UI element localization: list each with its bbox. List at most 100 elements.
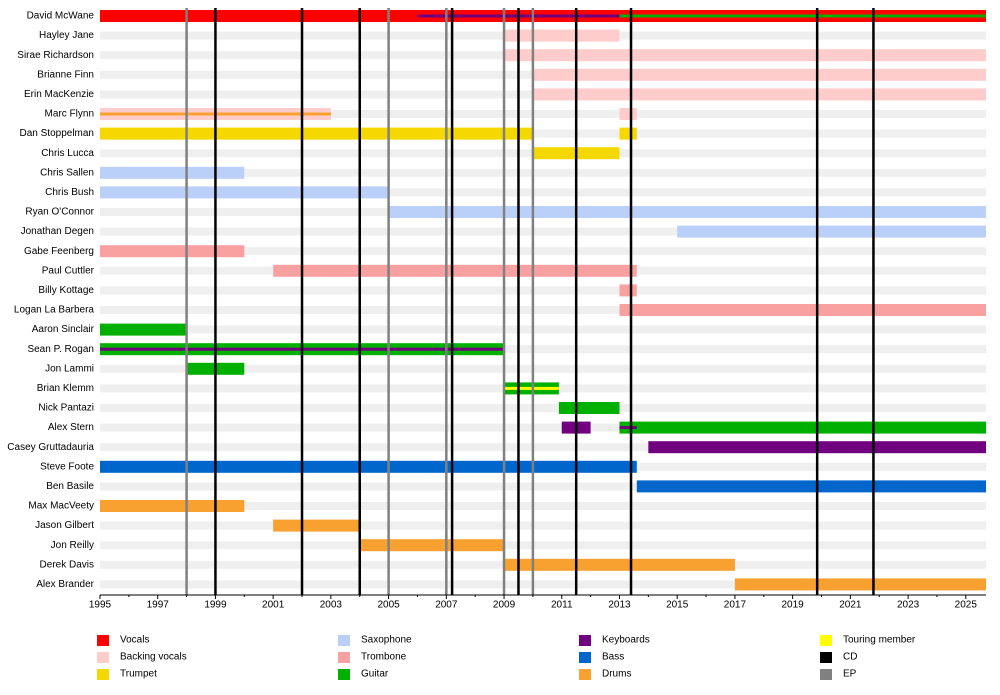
- role-bar: [734, 578, 986, 591]
- member-name: Paul Cuttler: [42, 265, 95, 276]
- member-name: Alex Brander: [36, 579, 94, 590]
- role-bar: [504, 558, 735, 571]
- secondary-role-bar: [619, 426, 637, 430]
- role-bar: [100, 323, 187, 336]
- member-name: Marc Flynn: [45, 109, 94, 120]
- role-bar: [677, 225, 986, 238]
- role-bar: [100, 460, 637, 473]
- x-tick-label: 2001: [262, 600, 285, 611]
- x-tick-label: 2015: [666, 600, 689, 611]
- legend-swatch: [579, 652, 591, 663]
- legend-label: Trombone: [361, 652, 407, 663]
- role-bar: [359, 539, 505, 552]
- legend-label: Saxophone: [361, 635, 412, 646]
- member-name: Jon Reilly: [51, 540, 94, 551]
- secondary-role-bar: [619, 14, 986, 18]
- role-bar: [100, 186, 389, 199]
- legend-swatch: [820, 635, 832, 646]
- member-name: Ryan O'Connor: [25, 207, 94, 218]
- member-name: Sirae Richardson: [17, 50, 94, 61]
- member-name: Gabe Feenberg: [24, 246, 94, 257]
- x-tick-label: 2019: [782, 600, 805, 611]
- role-bar: [388, 206, 986, 218]
- member-name: Logan La Barbera: [14, 305, 95, 316]
- row-stripe: [100, 325, 986, 334]
- legend-swatch: [579, 669, 591, 680]
- row-stripe: [100, 521, 986, 530]
- role-bar: [532, 68, 986, 81]
- role-bar: [100, 500, 245, 512]
- member-name: Nick Pantazi: [38, 403, 94, 414]
- legend-label: Backing vocals: [120, 652, 187, 663]
- member-name: Chris Lucca: [41, 148, 94, 159]
- legend-label: Bass: [602, 652, 624, 663]
- legend-label: Guitar: [361, 669, 389, 680]
- role-bar: [619, 284, 637, 297]
- legend-swatch: [97, 669, 109, 680]
- legend-swatch: [338, 669, 350, 680]
- row-stripe: [100, 364, 986, 373]
- row-stripe: [100, 247, 986, 256]
- row-stripe: [100, 502, 986, 510]
- legend-label: EP: [843, 669, 857, 680]
- row-stripe: [100, 306, 986, 314]
- member-name: Jason Gilbert: [35, 520, 94, 531]
- x-tick-label: 2021: [839, 600, 862, 611]
- member-name: Sean P. Rogan: [27, 344, 94, 355]
- legend-label: Keyboards: [602, 635, 650, 646]
- x-tick-label: 2025: [955, 600, 978, 611]
- row-stripe: [100, 168, 986, 177]
- row-stripe: [100, 286, 986, 295]
- row-stripe: [100, 227, 986, 236]
- member-name: Chris Sallen: [40, 167, 94, 178]
- member-name: Casey Gruttadauria: [7, 442, 94, 453]
- role-bar: [273, 264, 637, 277]
- member-name: Aaron Sinclair: [32, 324, 95, 335]
- legend-label: CD: [843, 652, 857, 663]
- x-tick-label: 2023: [897, 600, 920, 611]
- legend-swatch: [338, 652, 350, 663]
- role-bar: [100, 127, 533, 140]
- role-bar: [619, 108, 637, 120]
- row-stripe: [100, 443, 986, 452]
- x-tick-label: 1995: [89, 600, 112, 611]
- legend-swatch: [820, 669, 832, 680]
- role-bar: [532, 88, 986, 101]
- member-name: David McWane: [27, 11, 95, 22]
- member-name: Hayley Jane: [39, 30, 94, 41]
- legend-label: Touring member: [843, 635, 916, 646]
- x-tick-label: 1997: [147, 600, 170, 611]
- member-name: Jon Lammi: [45, 363, 94, 374]
- member-name: Brian Klemm: [37, 383, 94, 394]
- row-stripe: [100, 129, 986, 138]
- member-name: Erin MacKenzie: [24, 89, 94, 100]
- legend-label: Trumpet: [120, 669, 157, 680]
- x-tick-label: 2011: [551, 600, 573, 611]
- member-name: Steve Foote: [40, 461, 94, 472]
- row-stripe: [100, 345, 986, 354]
- x-tick-label: 2007: [435, 600, 458, 611]
- member-name: Chris Bush: [45, 187, 94, 198]
- role-bar: [273, 519, 360, 532]
- x-tick-label: 2009: [493, 600, 516, 611]
- legend-swatch: [97, 652, 109, 663]
- row-stripe: [100, 188, 986, 197]
- member-name: Dan Stoppelman: [20, 128, 95, 139]
- role-bar: [100, 166, 245, 179]
- x-tick-label: 2003: [320, 600, 343, 611]
- legend-label: Drums: [602, 669, 631, 680]
- row-stripe: [100, 541, 986, 550]
- x-tick-label: 1999: [204, 600, 227, 611]
- legend-label: Vocals: [120, 635, 149, 646]
- x-tick-label: 2013: [608, 600, 631, 611]
- role-bar: [619, 304, 986, 316]
- role-bar: [636, 480, 986, 493]
- legend-swatch: [579, 635, 591, 646]
- role-bar: [619, 421, 986, 434]
- member-name: Alex Stern: [48, 422, 94, 433]
- role-bar: [504, 49, 986, 62]
- secondary-role-bar: [504, 386, 559, 390]
- x-tick-label: 2005: [377, 600, 400, 611]
- row-stripe: [100, 482, 986, 491]
